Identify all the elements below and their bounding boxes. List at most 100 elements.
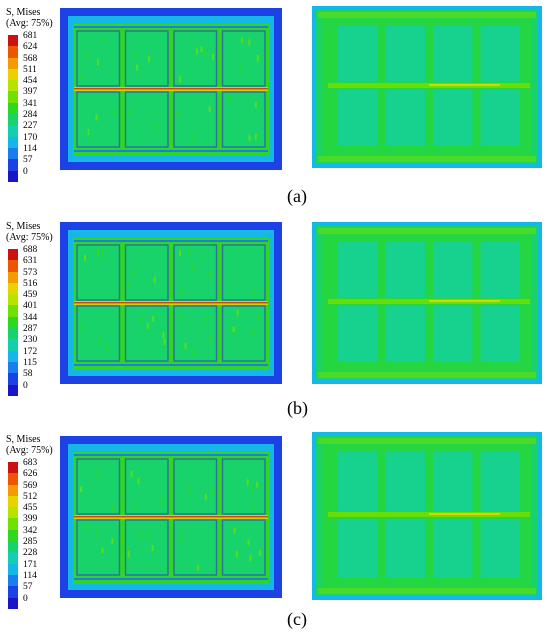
legend-tick: 397 (23, 87, 38, 98)
legend-subtitle: (Avg: 75%) (6, 232, 53, 243)
colorbar (8, 249, 18, 396)
colorbar-swatch (8, 339, 18, 351)
legend-tick: 0 (23, 593, 28, 604)
colorbar-swatch (8, 373, 18, 385)
colorbar-swatch (8, 597, 18, 609)
legend-tick: 114 (23, 143, 37, 154)
colorbar-swatch (8, 586, 18, 598)
colorbar-swatch (8, 462, 18, 474)
legend-tick: 342 (23, 525, 38, 536)
legend-tick: 344 (23, 312, 38, 323)
legend-tick: 0 (23, 166, 28, 177)
legend-tick: 57 (23, 582, 33, 593)
colorbar-swatch (8, 57, 18, 69)
contour-plot-c-left (60, 436, 282, 598)
colorbar-swatch (8, 102, 18, 115)
legend-tick: 57 (23, 155, 33, 166)
colorbar-swatch (8, 350, 18, 362)
legend-tick: 455 (23, 503, 38, 514)
legend-tick: 114 (23, 570, 37, 581)
caption-c: (c) (287, 609, 307, 629)
colorbar-swatch (8, 271, 18, 283)
contour-plot-a-left (60, 8, 282, 170)
legend-tick: 568 (23, 53, 38, 64)
legend-tick: 459 (23, 290, 38, 301)
colorbar-swatch (8, 495, 18, 508)
legend-tick: 626 (23, 469, 38, 480)
colorbar-swatch (8, 384, 18, 396)
legend-subtitle: (Avg: 75%) (6, 18, 53, 29)
legend-tick: 512 (23, 491, 38, 502)
legend-tick: 284 (23, 110, 38, 121)
colorbar-swatch (8, 484, 18, 496)
legend-tick: 401 (23, 301, 38, 312)
colorbar-swatch (8, 294, 18, 306)
legend-tick: 115 (23, 357, 37, 368)
colorbar-swatch (8, 361, 18, 374)
contour-plot-a-right (312, 6, 542, 168)
colorbar-swatch (8, 136, 18, 148)
legend-title: S, Mises (6, 434, 41, 445)
legend-a: S, Mises (Avg: 75%) 681 624 568 511 454 … (6, 7, 62, 182)
legend-tick: 0 (23, 380, 28, 391)
legend-ticks: 683 626 569 512 455 399 342 285 228 171 … (23, 458, 37, 605)
legend-tick: 516 (23, 278, 38, 289)
colorbar-swatch (8, 125, 18, 137)
colorbar-swatch (8, 170, 18, 182)
legend-tick: 399 (23, 514, 38, 525)
colorbar-swatch (8, 316, 18, 329)
legend-tick: 569 (23, 480, 38, 491)
colorbar-swatch (8, 518, 18, 530)
colorbar-swatch (8, 563, 18, 575)
contour-plot-b-left (60, 222, 282, 384)
legend-tick: 511 (23, 64, 37, 75)
caption-a: (a) (287, 186, 307, 206)
colorbar-swatch (8, 260, 18, 272)
legend-tick: 683 (23, 458, 38, 468)
legend-tick: 285 (23, 537, 38, 548)
legend-c: S, Mises (Avg: 75%) 683 626 569 512 455 … (6, 434, 62, 609)
colorbar-swatch (8, 91, 18, 103)
legend-ticks: 681 624 568 511 454 397 341 284 227 170 … (23, 31, 37, 178)
colorbar-swatch (8, 80, 18, 92)
legend-b: S, Mises (Avg: 75%) 688 631 573 516 459 … (6, 221, 62, 396)
contour-plot-b-right (312, 222, 542, 384)
colorbar-swatch (8, 507, 18, 519)
colorbar-swatch (8, 68, 18, 81)
colorbar-swatch (8, 282, 18, 295)
legend-ticks: 688 631 573 516 459 401 344 287 230 172 … (23, 245, 37, 392)
legend-tick: 631 (23, 256, 38, 267)
legend-tick: 454 (23, 76, 38, 87)
legend-subtitle: (Avg: 75%) (6, 445, 53, 456)
colorbar-swatch (8, 541, 18, 553)
legend-tick: 172 (23, 346, 38, 357)
legend-tick: 171 (23, 559, 38, 570)
contour-plot-c-right (312, 432, 542, 600)
colorbar-swatch (8, 552, 18, 564)
legend-tick: 58 (23, 369, 33, 380)
colorbar-swatch (8, 159, 18, 171)
colorbar-swatch (8, 328, 18, 340)
colorbar-swatch (8, 249, 18, 261)
colorbar-swatch (8, 147, 18, 160)
colorbar-swatch (8, 473, 18, 485)
colorbar-swatch (8, 305, 18, 317)
legend-tick: 341 (23, 98, 38, 109)
colorbar-swatch (8, 46, 18, 58)
legend-tick: 227 (23, 121, 38, 132)
colorbar-swatch (8, 35, 18, 47)
colorbar-swatch (8, 114, 18, 126)
legend-tick: 228 (23, 548, 38, 559)
caption-b: (b) (287, 398, 308, 418)
colorbar-swatch (8, 529, 18, 542)
legend-title: S, Mises (6, 7, 41, 18)
colorbar (8, 35, 18, 182)
legend-tick: 230 (23, 335, 38, 346)
legend-tick: 287 (23, 324, 38, 335)
legend-tick: 688 (23, 245, 38, 255)
legend-tick: 624 (23, 42, 38, 53)
legend-tick: 170 (23, 132, 38, 143)
legend-tick: 681 (23, 31, 38, 41)
colorbar-swatch (8, 574, 18, 587)
legend-title: S, Mises (6, 221, 41, 232)
